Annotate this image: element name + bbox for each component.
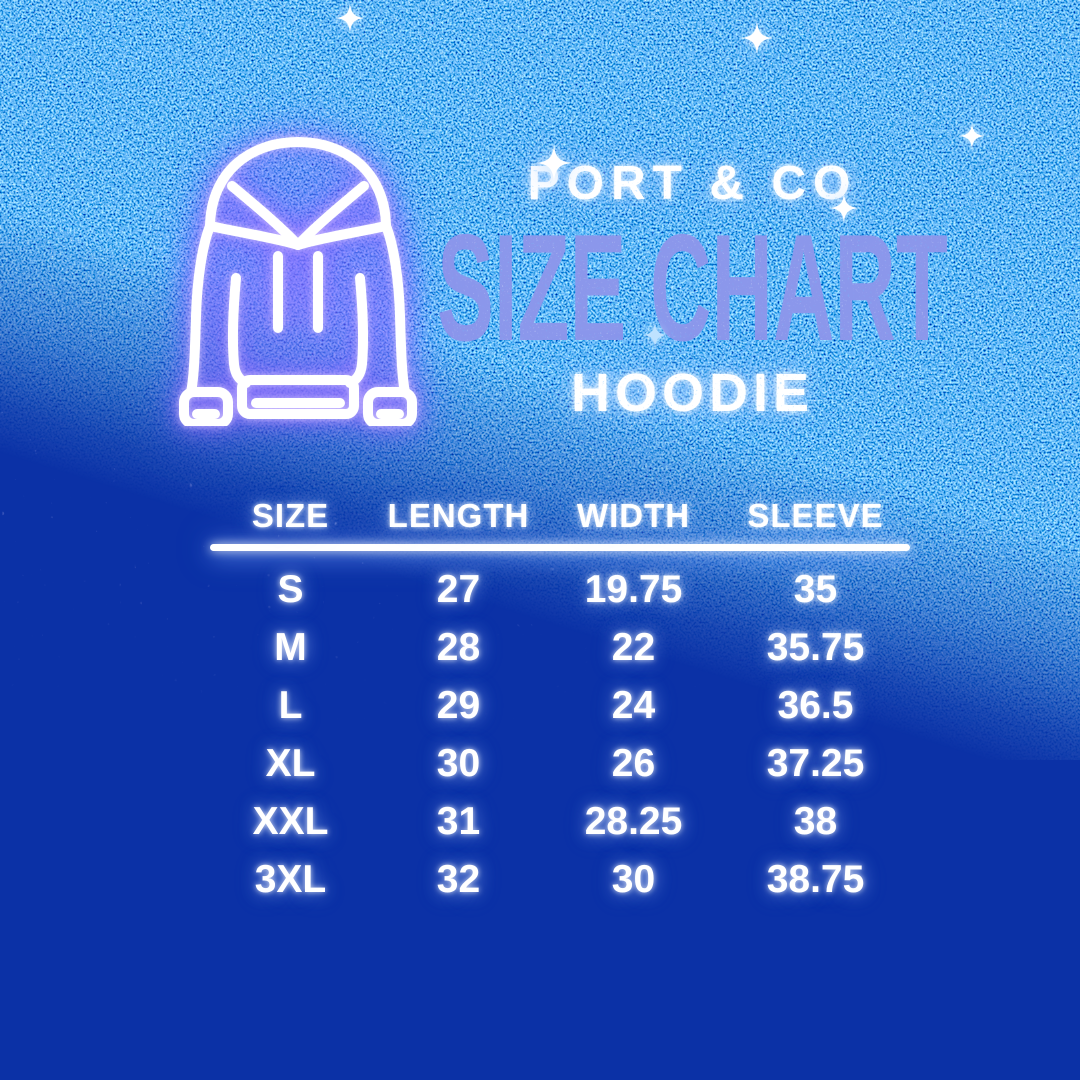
sparkle-icon	[958, 122, 986, 150]
column-header-sleeve: SLEEVE	[747, 497, 884, 534]
table-header-row: SIZE LENGTH WIDTH SLEEVE	[210, 494, 910, 538]
size-cell: M	[274, 626, 307, 669]
table-row: S 27 19.75 35	[210, 561, 910, 619]
length-cell: 27	[436, 568, 481, 611]
column-header-size: SIZE	[251, 497, 330, 534]
column-header-width: WIDTH	[576, 497, 691, 534]
width-cell: 30	[611, 858, 656, 901]
sleeve-cell: 35	[793, 568, 838, 611]
width-cell: 19.75	[584, 568, 683, 611]
length-cell: 28	[436, 626, 481, 669]
table-body: S 27 19.75 35 M 28 22 35.75 L 29 24 36.5…	[210, 561, 910, 909]
table-row: XXL 31 28.25 38	[210, 793, 910, 851]
sparkle-icon	[828, 192, 860, 224]
size-cell: XXL	[252, 800, 329, 843]
table-row: L 29 24 36.5	[210, 677, 910, 735]
page-title: SIZE CHART	[437, 203, 948, 373]
size-cell: S	[277, 568, 304, 611]
size-cell: XL	[265, 742, 316, 785]
sleeve-cell: 35.75	[766, 626, 865, 669]
table-row: M 28 22 35.75	[210, 619, 910, 677]
sparkle-icon	[334, 2, 366, 34]
size-cell: 3XL	[254, 858, 327, 901]
sleeve-cell: 37.25	[766, 742, 865, 785]
table-row: XL 30 26 37.25	[210, 735, 910, 793]
product-name: HOODIE	[570, 363, 815, 423]
width-cell: 24	[611, 684, 656, 727]
column-header-length: LENGTH	[387, 497, 530, 534]
sparkle-icon	[740, 21, 774, 55]
size-table: SIZE LENGTH WIDTH SLEEVE S 27 19.75 35 M…	[210, 494, 910, 909]
table-header-divider	[210, 544, 910, 551]
width-cell: 26	[611, 742, 656, 785]
width-cell: 22	[611, 626, 656, 669]
table-row: 3XL 32 30 38.75	[210, 851, 910, 909]
length-cell: 31	[436, 800, 481, 843]
sleeve-cell: 38	[793, 800, 838, 843]
length-cell: 29	[436, 684, 481, 727]
length-cell: 32	[436, 858, 481, 901]
size-cell: L	[278, 684, 303, 727]
sparkle-icon	[642, 322, 668, 348]
sleeve-cell: 38.75	[766, 858, 865, 901]
hoodie-icon	[179, 137, 417, 426]
sparkle-icon	[535, 144, 573, 182]
length-cell: 30	[436, 742, 481, 785]
width-cell: 28.25	[584, 800, 683, 843]
sleeve-cell: 36.5	[777, 684, 854, 727]
